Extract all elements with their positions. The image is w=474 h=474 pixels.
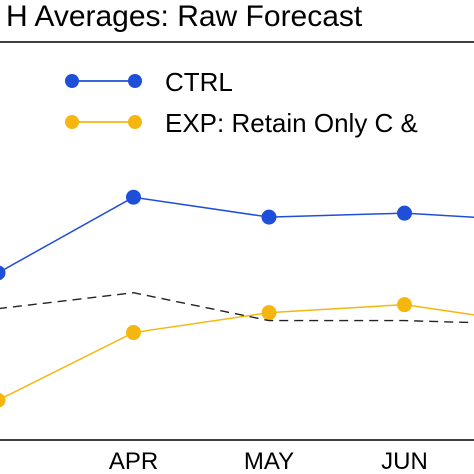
x-axis-ticks: APRMAYJUNJU [109,448,428,474]
series-layer [0,189,474,408]
series-0-point-JUN [397,205,412,221]
series-1-point-JUN [397,297,412,313]
chart-title: H Averages: Raw Forecast [6,0,363,33]
x-tick-label: APR [109,448,158,474]
legend-marker-exp [65,115,79,129]
series-line-1 [0,303,474,401]
legend-marker-ctrl [65,74,79,88]
legend: CTRL EXP: Retain Only C & [65,67,418,138]
legend-label-exp: EXP: Retain Only C & [165,108,418,138]
series-line-2 [0,292,474,324]
series-0-point-MAY [261,209,277,225]
series-1-point-MAR [0,392,6,408]
legend-marker-exp-end [128,115,142,129]
series-1-point-APR [126,325,141,341]
x-tick-label: JUN [381,448,428,474]
series-1-point-MAY [261,305,277,321]
series-0-point-MAR [0,265,6,281]
series-0-point-APR [126,189,141,205]
legend-marker-ctrl-end [128,74,142,88]
x-tick-label: MAY [244,448,294,474]
legend-label-ctrl: CTRL [165,67,233,97]
